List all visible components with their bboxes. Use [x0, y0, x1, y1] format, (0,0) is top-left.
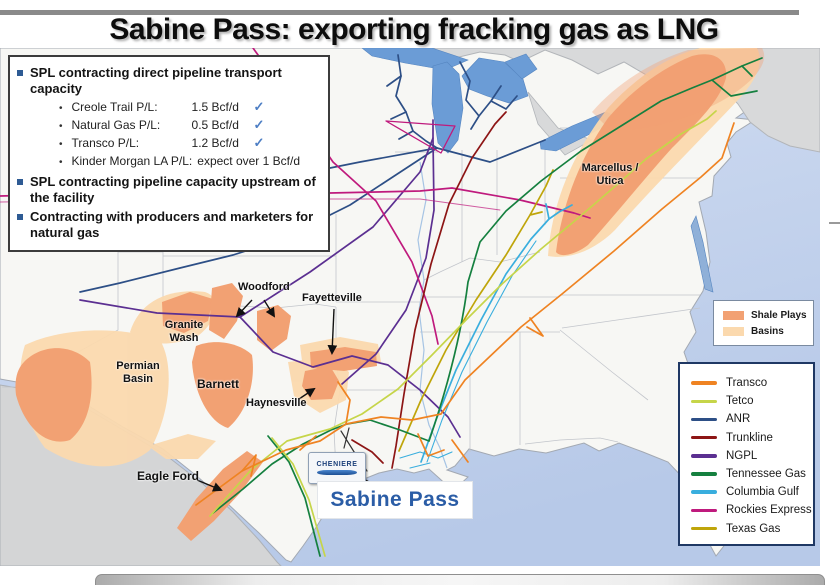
- check-icon: ✓: [253, 117, 265, 132]
- bullet-square-icon: [17, 70, 23, 76]
- legend-row-tetco: Tetco: [691, 392, 813, 410]
- right-edge-tick: [829, 222, 840, 224]
- next-slide-edge: [95, 574, 825, 585]
- page-title: Sabine Pass: exporting fracking gas as L…: [109, 13, 719, 46]
- sabine-pass-callout: Sabine Pass: [318, 482, 472, 518]
- marcellus-utica-shale: [556, 54, 727, 256]
- eagle-ford-shale: [177, 451, 263, 541]
- lake-huron: [461, 57, 529, 104]
- bullet-square-icon: [17, 179, 23, 185]
- legend-row-columbia-gulf: Columbia Gulf: [691, 483, 813, 501]
- sub-bullet-icon: •: [59, 157, 63, 168]
- texas-gas-swatch: [691, 526, 717, 531]
- pipeline-legend: Transco Tetco ANR Trunkline NGPL Tenness…: [678, 362, 815, 546]
- label-granite-wash: Granite Wash: [164, 319, 204, 344]
- anr-swatch: [691, 417, 717, 422]
- marcellus-canada-haze: [592, 48, 765, 131]
- legend-row-anr: ANR: [691, 410, 813, 428]
- sub-bullet-icon: •: [59, 121, 63, 132]
- south-texas-basin-area: [148, 434, 216, 459]
- basins-swatch: [723, 326, 744, 336]
- sub-item-natural-gas: • Natural Gas P/L: 0.5 Bcf/d ✓: [17, 117, 321, 135]
- permian-west-shale: [15, 348, 92, 442]
- cheniere-logo-text: CHENIERE: [316, 461, 358, 468]
- chesapeake-bay: [690, 215, 714, 293]
- pipeline-transco: [195, 122, 735, 506]
- label-barnett: Barnett: [197, 377, 240, 391]
- pipeline-texas-gas: [398, 169, 554, 452]
- pipeline-anr: [79, 54, 546, 293]
- sub-bullet-icon: •: [59, 103, 63, 114]
- tetco-swatch: [691, 399, 717, 404]
- woodford-shale-east: [257, 305, 291, 351]
- sabine-pass-label: Sabine Pass: [330, 488, 460, 511]
- ngpl-swatch: [691, 454, 717, 458]
- legend-row-trunkline: Trunkline: [691, 429, 813, 447]
- rockies-express-swatch: [691, 508, 717, 513]
- cheniere-facility-marker: CHENIERE: [308, 452, 366, 484]
- columbia-gulf-swatch: [691, 490, 717, 494]
- label-fayetteville: Fayetteville: [302, 292, 362, 304]
- area-legend: Shale Plays Basins: [713, 300, 814, 346]
- label-marcellus-utica: Marcellus / Utica: [581, 162, 639, 187]
- shale-plays-swatch: [723, 310, 744, 320]
- label-eagle-ford: Eagle Ford: [137, 469, 200, 483]
- legend-row-shale-plays: Shale Plays: [723, 307, 813, 323]
- mississippi-river: [417, 161, 448, 469]
- transco-swatch: [691, 381, 717, 385]
- barnett-shale: [192, 342, 253, 428]
- pipeline-ngpl: [79, 119, 461, 438]
- bullet-direct-capacity: SPL contracting direct pipeline transpor…: [17, 65, 321, 97]
- trunkline-swatch: [691, 435, 717, 440]
- label-haynesville: Haynesville: [246, 397, 307, 409]
- bullet-upstream-capacity: SPL contracting pipeline capacity upstre…: [17, 174, 321, 206]
- label-woodford: Woodford: [238, 281, 290, 293]
- sub-item-kinder-morgan: • Kinder Morgan LA P/L: expect over 1 Bc…: [17, 153, 321, 171]
- lake-michigan: [431, 61, 464, 154]
- legend-row-transco: Transco: [691, 374, 813, 392]
- woodford-shale-west: [209, 283, 243, 339]
- cheniere-logo-swoosh: [317, 470, 357, 475]
- legend-row-rockies-express: Rockies Express: [691, 501, 813, 519]
- sub-item-creole-trail: • Creole Trail P/L: 1.5 Bcf/d ✓: [17, 99, 321, 117]
- check-icon: ✓: [253, 135, 265, 150]
- pipeline-tennessee-gas: [212, 57, 763, 557]
- bullet-square-icon: [17, 214, 23, 220]
- tennessee-gas-swatch: [691, 472, 717, 476]
- legend-row-ngpl: NGPL: [691, 447, 813, 465]
- sub-bullet-icon: •: [59, 139, 63, 150]
- label-permian-basin: Permian Basin: [116, 360, 160, 385]
- info-box: SPL contracting direct pipeline transpor…: [8, 55, 330, 252]
- check-icon: ✓: [253, 99, 265, 114]
- bullet-producers-marketers: Contracting with producers and marketers…: [17, 209, 321, 241]
- legend-row-texas-gas: Texas Gas: [691, 520, 813, 538]
- legend-row-basins: Basins: [723, 323, 813, 339]
- georgian-bay: [504, 53, 538, 80]
- header-rule: [0, 10, 799, 15]
- sub-item-transco: • Transco P/L: 1.2 Bcf/d ✓: [17, 135, 321, 153]
- granite-wash-shale: [162, 292, 213, 333]
- legend-row-tennessee-gas: Tennessee Gas: [691, 465, 813, 483]
